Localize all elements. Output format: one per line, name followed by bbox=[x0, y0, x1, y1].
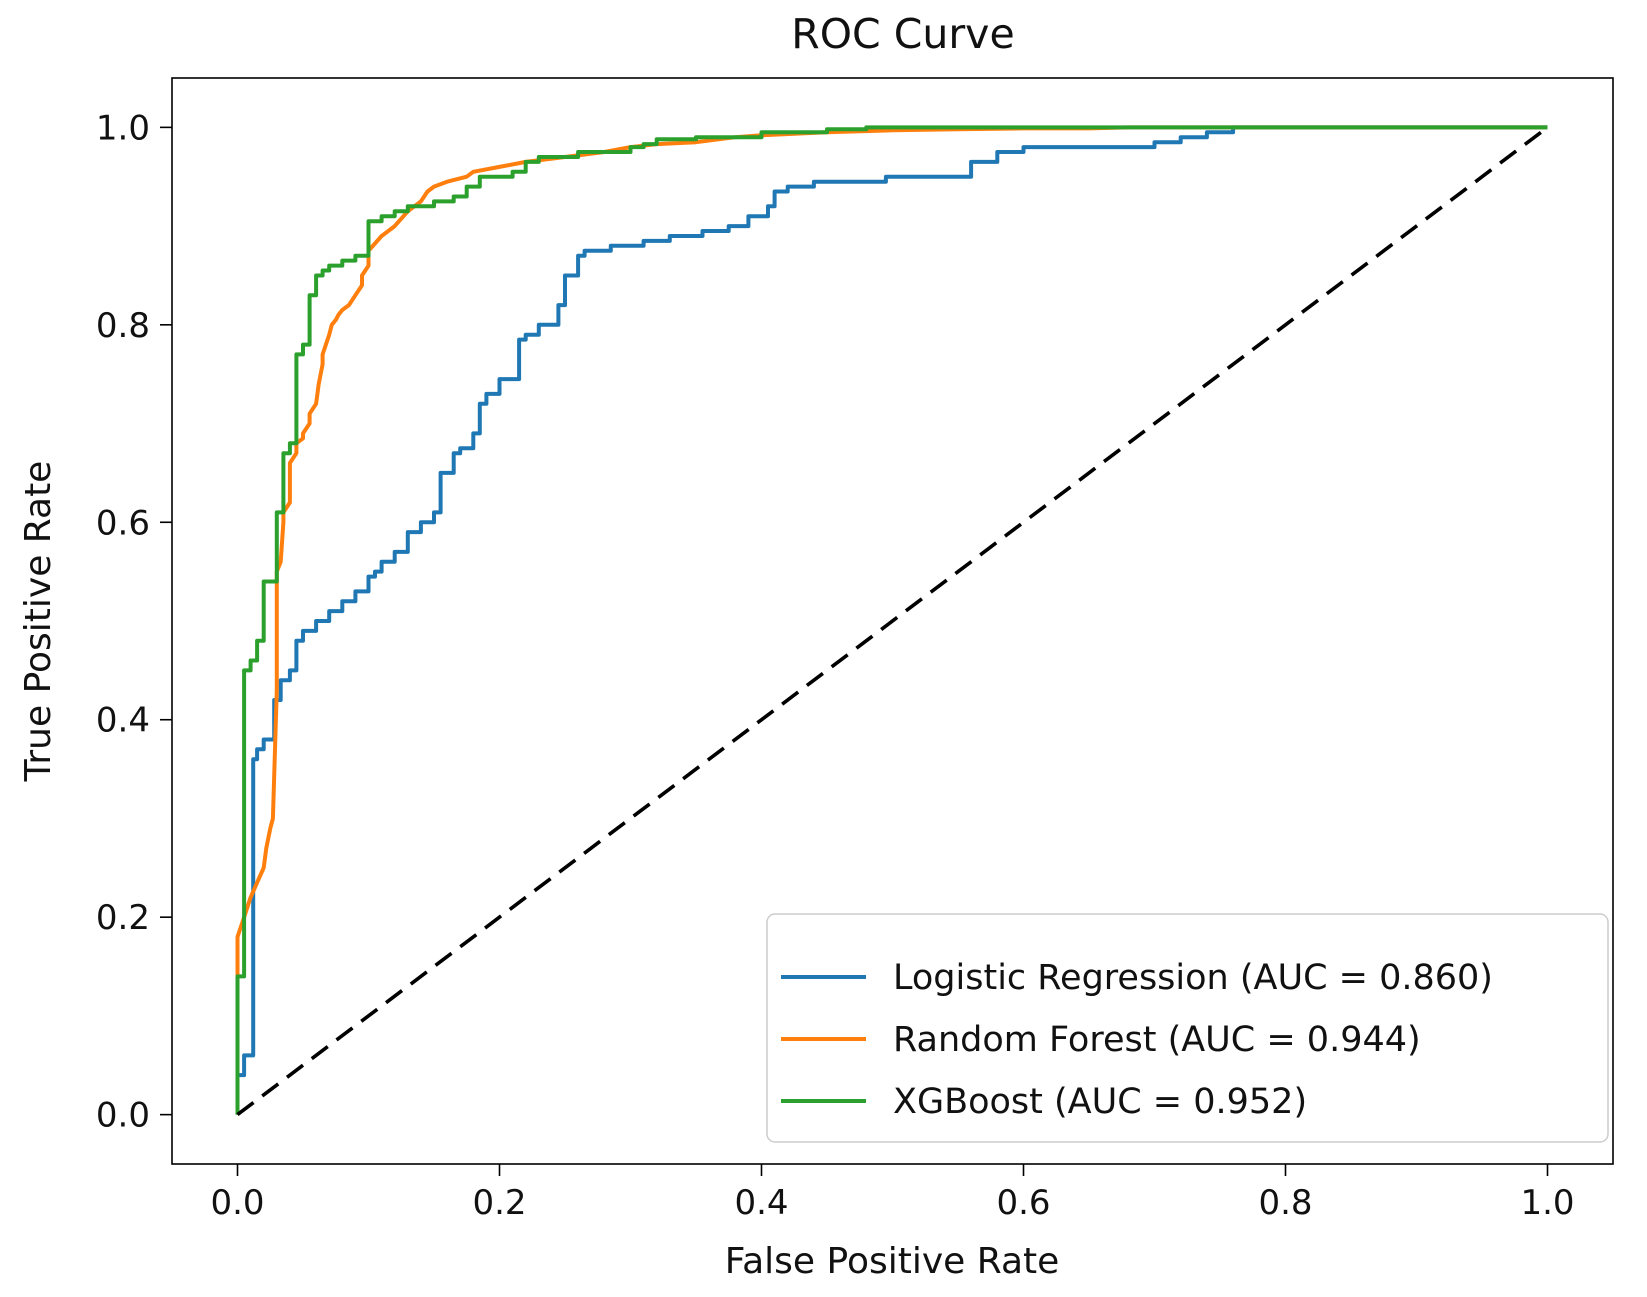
y-axis-ticks: 0.0 0.2 0.4 0.6 0.8 1.0 bbox=[96, 108, 172, 1136]
legend-label: Logistic Regression (AUC = 0.860) bbox=[893, 958, 1493, 998]
axes-frame bbox=[171, 77, 1614, 1165]
x-tick-label: 1.0 bbox=[1520, 1183, 1574, 1223]
y-tick-label: 0.8 bbox=[96, 306, 150, 346]
y-axis-label: True Positive Rate bbox=[18, 461, 59, 783]
x-tick-label: 0.6 bbox=[996, 1183, 1050, 1223]
legend-label: XGBoost (AUC = 0.952) bbox=[893, 1082, 1307, 1122]
x-axis-ticks: 0.0 0.2 0.4 0.6 0.8 1.0 bbox=[210, 1164, 1575, 1223]
y-tick-label: 0.6 bbox=[96, 503, 150, 543]
x-tick-label: 0.2 bbox=[472, 1183, 526, 1223]
series-line-logistic-regression bbox=[235, 125, 1548, 1115]
y-tick-label: 0.4 bbox=[96, 701, 150, 741]
reference-diagonal-line bbox=[236, 125, 1549, 1117]
series-layer bbox=[235, 125, 1549, 1117]
chart-title: ROC Curve bbox=[791, 10, 1014, 58]
y-tick-label: 1.0 bbox=[96, 108, 150, 148]
x-tick-label: 0.4 bbox=[734, 1183, 788, 1223]
y-tick-label: 0.0 bbox=[96, 1096, 150, 1136]
plot-area: 0.0 0.2 0.4 0.6 0.8 1.0 0.0 0.2 0.4 0.6 0.8 1.0 bbox=[96, 77, 1614, 1223]
series-line-xgboost bbox=[235, 125, 1548, 1115]
x-tick-label: 0.8 bbox=[1258, 1183, 1312, 1223]
y-tick-label: 0.2 bbox=[96, 898, 150, 938]
legend-label: Random Forest (AUC = 0.944) bbox=[893, 1020, 1421, 1060]
legend: Logistic Regression (AUC = 0.860) Random … bbox=[766, 913, 1609, 1143]
x-tick-label: 0.0 bbox=[210, 1183, 264, 1223]
x-axis-label: False Positive Rate bbox=[725, 1241, 1060, 1282]
legend-items: Logistic Regression (AUC = 0.860) Random … bbox=[781, 958, 1493, 1122]
legend-frame bbox=[766, 913, 1609, 1143]
